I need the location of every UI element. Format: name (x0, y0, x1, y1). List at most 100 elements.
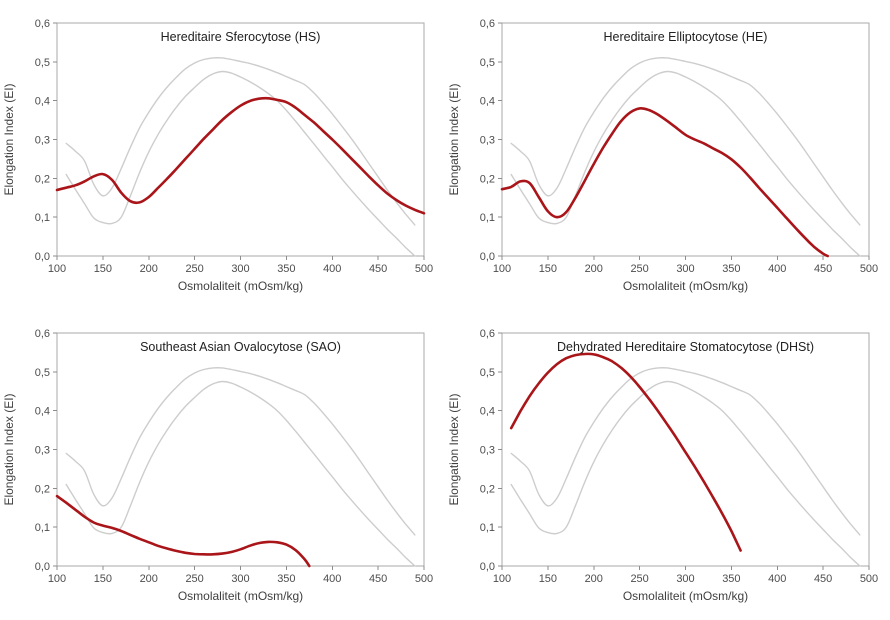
normal-range-lower (510, 380, 861, 567)
x-tick-label: 150 (539, 573, 557, 585)
x-tick-label: 350 (722, 573, 740, 585)
x-tick-label: 500 (860, 263, 878, 275)
y-axis-label: Elongation Index (EI) (2, 393, 16, 505)
y-tick-label: 0,2 (480, 173, 495, 185)
x-tick-label: 400 (768, 573, 786, 585)
x-tick-label: 400 (768, 263, 786, 275)
y-tick-label: 0,1 (480, 522, 495, 534)
y-tick-label: 0,2 (35, 173, 50, 185)
x-axis-label: Osmolaliteit (mOsm/kg) (178, 279, 303, 293)
x-tick-label: 250 (185, 263, 203, 275)
y-tick-label: 0,3 (35, 445, 50, 457)
y-tick-label: 0,2 (35, 483, 50, 495)
y-tick-label: 0,5 (35, 367, 50, 379)
x-tick-label: 500 (415, 263, 433, 275)
x-axis-label: Osmolaliteit (mOsm/kg) (623, 279, 748, 293)
chart-title: Hereditaire Elliptocytose (HE) (604, 30, 768, 44)
x-tick-label: 350 (277, 263, 295, 275)
y-tick-label: 0,1 (35, 212, 50, 224)
x-tick-label: 100 (493, 573, 511, 585)
chart-title: Southeast Asian Ovalocytose (SAO) (140, 340, 341, 354)
x-tick-label: 300 (231, 263, 249, 275)
y-tick-label: 0,0 (480, 251, 495, 263)
x-tick-label: 150 (539, 263, 557, 275)
y-tick-label: 0,0 (480, 561, 495, 573)
x-tick-label: 400 (323, 573, 341, 585)
y-tick-label: 0,1 (480, 212, 495, 224)
x-tick-label: 250 (185, 573, 203, 585)
y-tick-label: 0,1 (35, 522, 50, 534)
y-axis-label: Elongation Index (EI) (2, 83, 16, 195)
y-tick-label: 0,0 (35, 251, 50, 263)
chart-svg-hs: 100 150 200 250 300 350 400 450 500 0,0 0,1 0,2 0,3 0… (2, 18, 433, 293)
y-tick-label: 0,4 (35, 96, 50, 108)
normal-range-lower (510, 70, 861, 257)
y-tick-label: 0,2 (480, 483, 495, 495)
normal-range-lower (65, 380, 416, 567)
plot-border (501, 22, 870, 257)
y-axis-label: Elongation Index (EI) (447, 83, 461, 195)
x-tick-label: 100 (493, 263, 511, 275)
x-tick-label: 450 (814, 573, 832, 585)
chart-panel-hs: 100 150 200 250 300 350 400 450 500 0,0 0,1 0,2 0,3 0… (0, 0, 445, 310)
y-axis-label: Elongation Index (EI) (447, 393, 461, 505)
chart-svg-dhst: 100 150 200 250 300 350 400 450 500 0,0 0,1 0,2 0,3 0… (447, 328, 878, 603)
plot-border (56, 22, 425, 257)
x-tick-label: 100 (48, 573, 66, 585)
x-tick-label: 500 (860, 573, 878, 585)
x-tick-label: 500 (415, 573, 433, 585)
y-tick-label: 0,6 (480, 18, 495, 30)
normal-range-upper (510, 57, 861, 226)
y-tick-label: 0,5 (480, 57, 495, 69)
y-tick-label: 0,0 (35, 561, 50, 573)
y-tick-label: 0,6 (480, 328, 495, 340)
y-tick-label: 0,6 (35, 18, 50, 30)
chart-svg-sao: 100 150 200 250 300 350 400 450 500 0,0 0,1 0,2 0,3 0… (2, 328, 433, 603)
y-tick-label: 0,4 (35, 406, 50, 418)
x-tick-label: 100 (48, 263, 66, 275)
y-tick-label: 0,4 (480, 406, 495, 418)
chart-title: Dehydrated Hereditaire Stomatocytose (DH… (557, 340, 814, 354)
chart-svg-he: 100 150 200 250 300 350 400 450 500 0,0 0,1 0,2 0,3 0… (447, 18, 878, 293)
plot-border (56, 332, 425, 567)
x-tick-label: 350 (277, 573, 295, 585)
x-tick-label: 200 (140, 263, 158, 275)
normal-range-lower (65, 70, 416, 257)
y-tick-label: 0,5 (35, 57, 50, 69)
x-tick-label: 300 (676, 263, 694, 275)
x-tick-label: 450 (369, 573, 387, 585)
plot-border (501, 332, 870, 567)
x-tick-label: 200 (140, 573, 158, 585)
x-tick-label: 250 (630, 263, 648, 275)
y-tick-label: 0,6 (35, 328, 50, 340)
y-tick-label: 0,3 (480, 445, 495, 457)
x-tick-label: 300 (231, 573, 249, 585)
x-tick-label: 400 (323, 263, 341, 275)
y-tick-label: 0,3 (480, 135, 495, 147)
chart-title: Hereditaire Sferocytose (HS) (161, 30, 321, 44)
patient-curve (55, 96, 426, 215)
x-tick-label: 150 (94, 263, 112, 275)
x-axis-label: Osmolaliteit (mOsm/kg) (623, 589, 748, 603)
x-tick-label: 200 (585, 263, 603, 275)
x-tick-label: 200 (585, 573, 603, 585)
normal-range-upper (65, 367, 416, 536)
x-tick-label: 250 (630, 573, 648, 585)
normal-range-upper (510, 367, 861, 536)
chart-panel-dhst: 100 150 200 250 300 350 400 450 500 0,0 0,1 0,2 0,3 0… (445, 310, 890, 620)
patient-curve (55, 494, 311, 568)
x-tick-label: 450 (369, 263, 387, 275)
patient-curve (509, 352, 742, 552)
normal-range-upper (65, 57, 416, 226)
y-tick-label: 0,5 (480, 367, 495, 379)
y-tick-label: 0,3 (35, 135, 50, 147)
chart-panel-sao: 100 150 200 250 300 350 400 450 500 0,0 0,1 0,2 0,3 0… (0, 310, 445, 620)
x-tick-label: 300 (676, 573, 694, 585)
patient-curve (500, 107, 829, 258)
x-tick-label: 450 (814, 263, 832, 275)
x-tick-label: 350 (722, 263, 740, 275)
x-tick-label: 150 (94, 573, 112, 585)
x-axis-label: Osmolaliteit (mOsm/kg) (178, 589, 303, 603)
y-tick-label: 0,4 (480, 96, 495, 108)
